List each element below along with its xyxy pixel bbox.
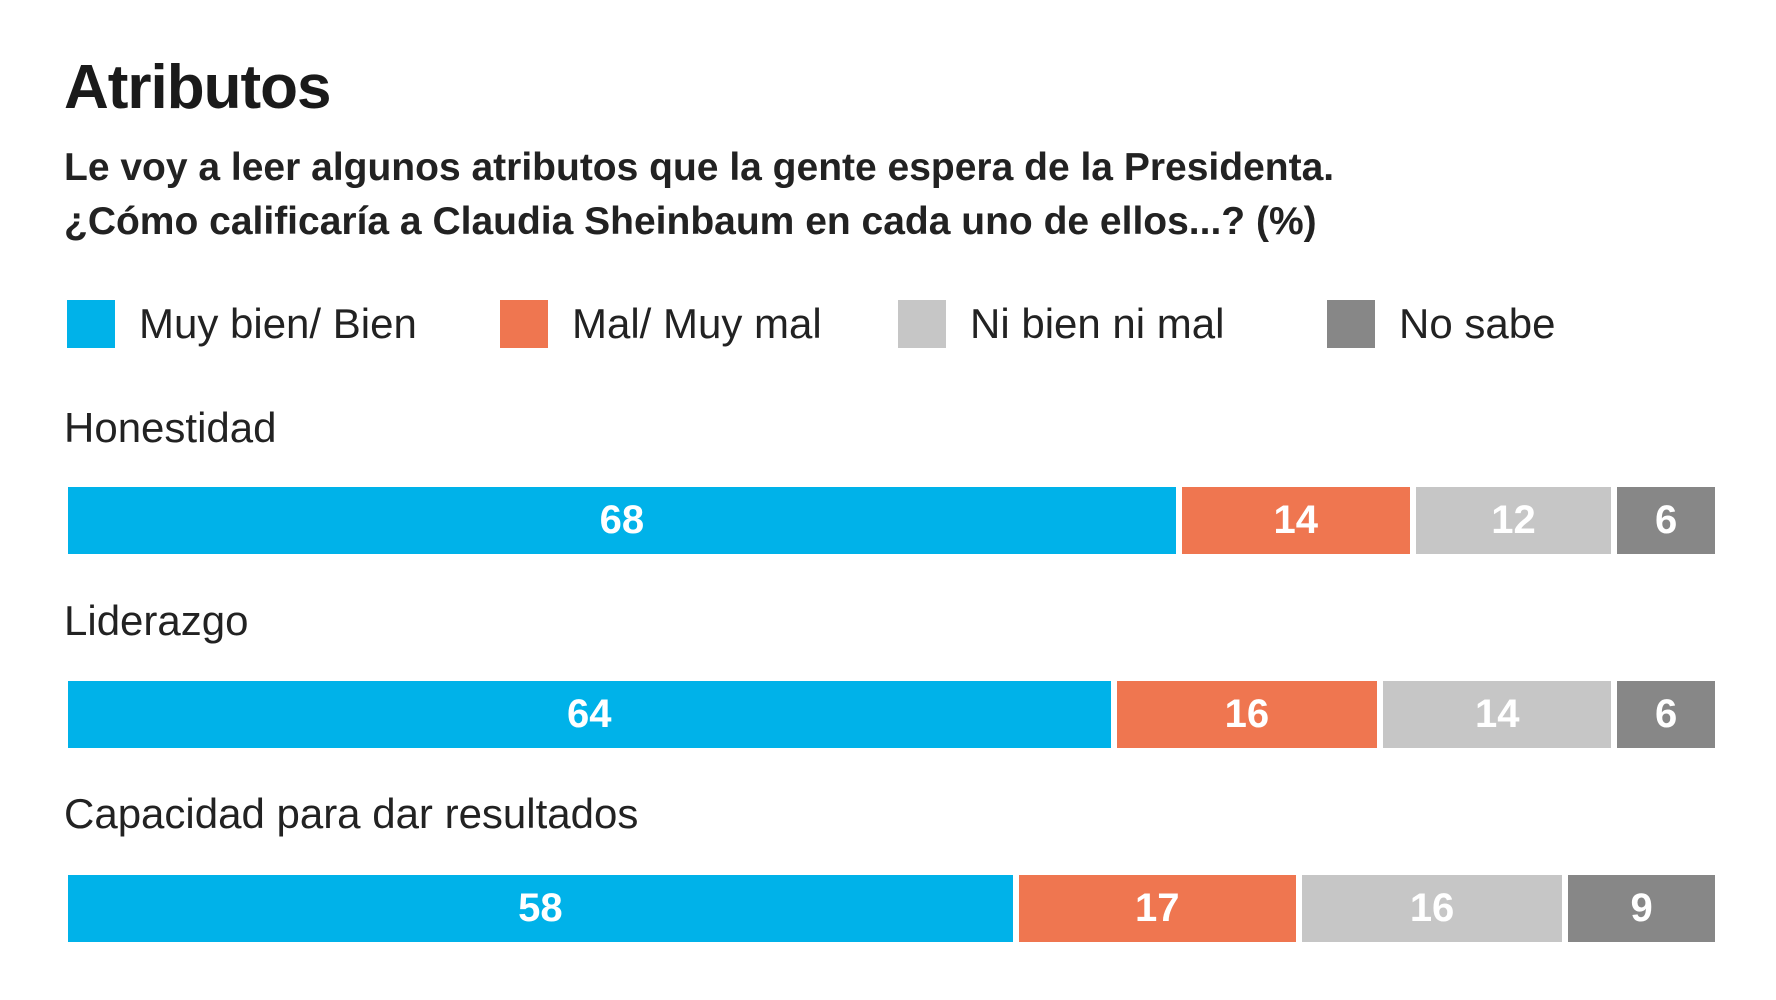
data-label: 14 <box>1273 498 1318 542</box>
legend-label: Muy bien/ Bien <box>139 300 417 347</box>
legend-label: Ni bien ni mal <box>970 300 1225 347</box>
data-label: 9 <box>1630 886 1653 930</box>
data-label: 6 <box>1654 498 1678 542</box>
bar-row: 68 14 12 6 <box>68 487 1715 554</box>
data-label: 16 <box>1409 886 1455 930</box>
category-label: Honestidad <box>64 404 277 451</box>
data-label: 64 <box>567 692 612 736</box>
bar-segment-muy-bien-bien: 58 <box>68 875 1013 942</box>
category-label: Capacidad para dar resultados <box>64 790 639 837</box>
bar-segment-muy-bien-bien: 68 <box>68 487 1176 554</box>
category-label: Liderazgo <box>64 597 249 644</box>
data-label: 68 <box>599 498 645 542</box>
bar-row: 58 17 16 9 <box>68 875 1715 942</box>
legend-swatch <box>1327 300 1375 348</box>
legend-item: Muy bien/ Bien <box>67 299 417 349</box>
bar-segment-mal-muy-mal: 14 <box>1181 487 1410 554</box>
chart-subtitle-line-1: Le voy a leer algunos atributos que la g… <box>64 146 1335 189</box>
bar-segment-mal-muy-mal: 16 <box>1116 681 1378 748</box>
data-label: 14 <box>1474 692 1520 736</box>
legend-item: Mal/ Muy mal <box>500 299 822 349</box>
legend-label: Mal/ Muy mal <box>572 300 822 347</box>
bar-segment-no-sabe: 9 <box>1568 875 1715 942</box>
data-label: 6 <box>1654 692 1678 736</box>
legend-swatch <box>898 300 946 348</box>
legend-swatch <box>67 300 115 348</box>
legend: Muy bien/ Bien Mal/ Muy mal Ni bien ni m… <box>0 299 1776 349</box>
chart-title: Atributos <box>64 53 332 122</box>
bar-segment-ni-bien-ni-mal: 12 <box>1415 487 1612 554</box>
data-label: 58 <box>518 886 563 930</box>
bar-row: 64 16 14 6 <box>68 681 1715 748</box>
bar-segment-no-sabe: 6 <box>1617 681 1715 748</box>
legend-swatch <box>500 300 548 348</box>
bar-segment-ni-bien-ni-mal: 14 <box>1383 681 1612 748</box>
bar-segment-ni-bien-ni-mal: 16 <box>1301 875 1563 942</box>
bar-segment-muy-bien-bien: 64 <box>68 681 1111 748</box>
data-label: 17 <box>1135 886 1180 930</box>
legend-label: No sabe <box>1399 300 1556 347</box>
bar-segment-no-sabe: 6 <box>1617 487 1715 554</box>
data-label: 16 <box>1224 692 1270 736</box>
chart-subtitle-line-2: ¿Cómo calificaría a Claudia Sheinbaum en… <box>64 200 1317 243</box>
bar-segment-mal-muy-mal: 17 <box>1018 875 1296 942</box>
data-label: 12 <box>1491 498 1536 542</box>
legend-item: No sabe <box>1327 299 1555 349</box>
legend-item: Ni bien ni mal <box>898 299 1224 349</box>
